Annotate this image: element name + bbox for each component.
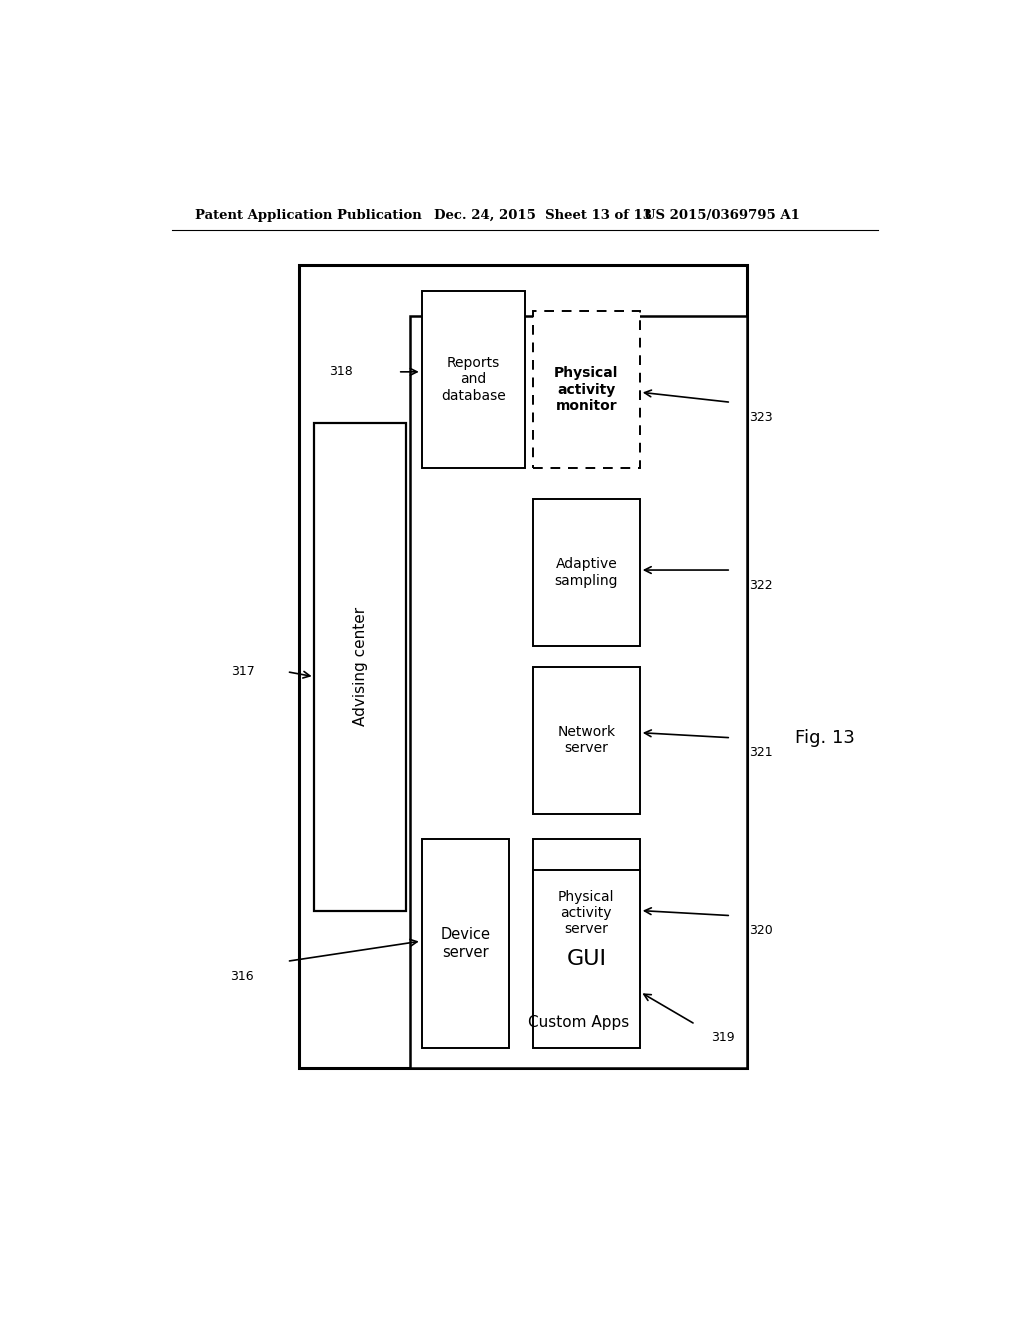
Text: 319: 319 bbox=[712, 1031, 735, 1044]
Text: 321: 321 bbox=[750, 747, 773, 759]
Bar bbox=[299, 265, 748, 1068]
Text: Adaptive
sampling: Adaptive sampling bbox=[555, 557, 618, 587]
Text: Reports
and
database: Reports and database bbox=[441, 356, 506, 403]
Text: Patent Application Publication: Patent Application Publication bbox=[196, 209, 422, 222]
Text: Fig. 13: Fig. 13 bbox=[795, 729, 854, 747]
Text: 318: 318 bbox=[329, 366, 352, 379]
Text: 316: 316 bbox=[229, 970, 253, 983]
Text: Custom Apps: Custom Apps bbox=[527, 1015, 629, 1030]
Bar bbox=[532, 667, 640, 814]
Text: 322: 322 bbox=[750, 578, 773, 591]
Bar bbox=[422, 840, 509, 1048]
Bar bbox=[532, 499, 640, 647]
Text: Physical
activity
monitor: Physical activity monitor bbox=[554, 367, 618, 413]
Text: 323: 323 bbox=[750, 411, 773, 424]
Bar bbox=[422, 290, 524, 469]
Text: Device
server: Device server bbox=[440, 928, 490, 960]
Bar bbox=[532, 840, 640, 987]
Bar bbox=[314, 422, 406, 911]
Bar bbox=[410, 315, 748, 1068]
Text: US 2015/0369795 A1: US 2015/0369795 A1 bbox=[644, 209, 800, 222]
Text: 317: 317 bbox=[231, 665, 255, 678]
Text: Dec. 24, 2015  Sheet 13 of 13: Dec. 24, 2015 Sheet 13 of 13 bbox=[433, 209, 651, 222]
Bar bbox=[532, 312, 640, 469]
Text: Physical
activity
server: Physical activity server bbox=[558, 890, 614, 936]
Text: 320: 320 bbox=[750, 924, 773, 937]
Text: Advising center: Advising center bbox=[352, 607, 368, 726]
Bar bbox=[532, 870, 640, 1048]
Text: GUI: GUI bbox=[566, 949, 606, 969]
Text: Network
server: Network server bbox=[557, 725, 615, 755]
